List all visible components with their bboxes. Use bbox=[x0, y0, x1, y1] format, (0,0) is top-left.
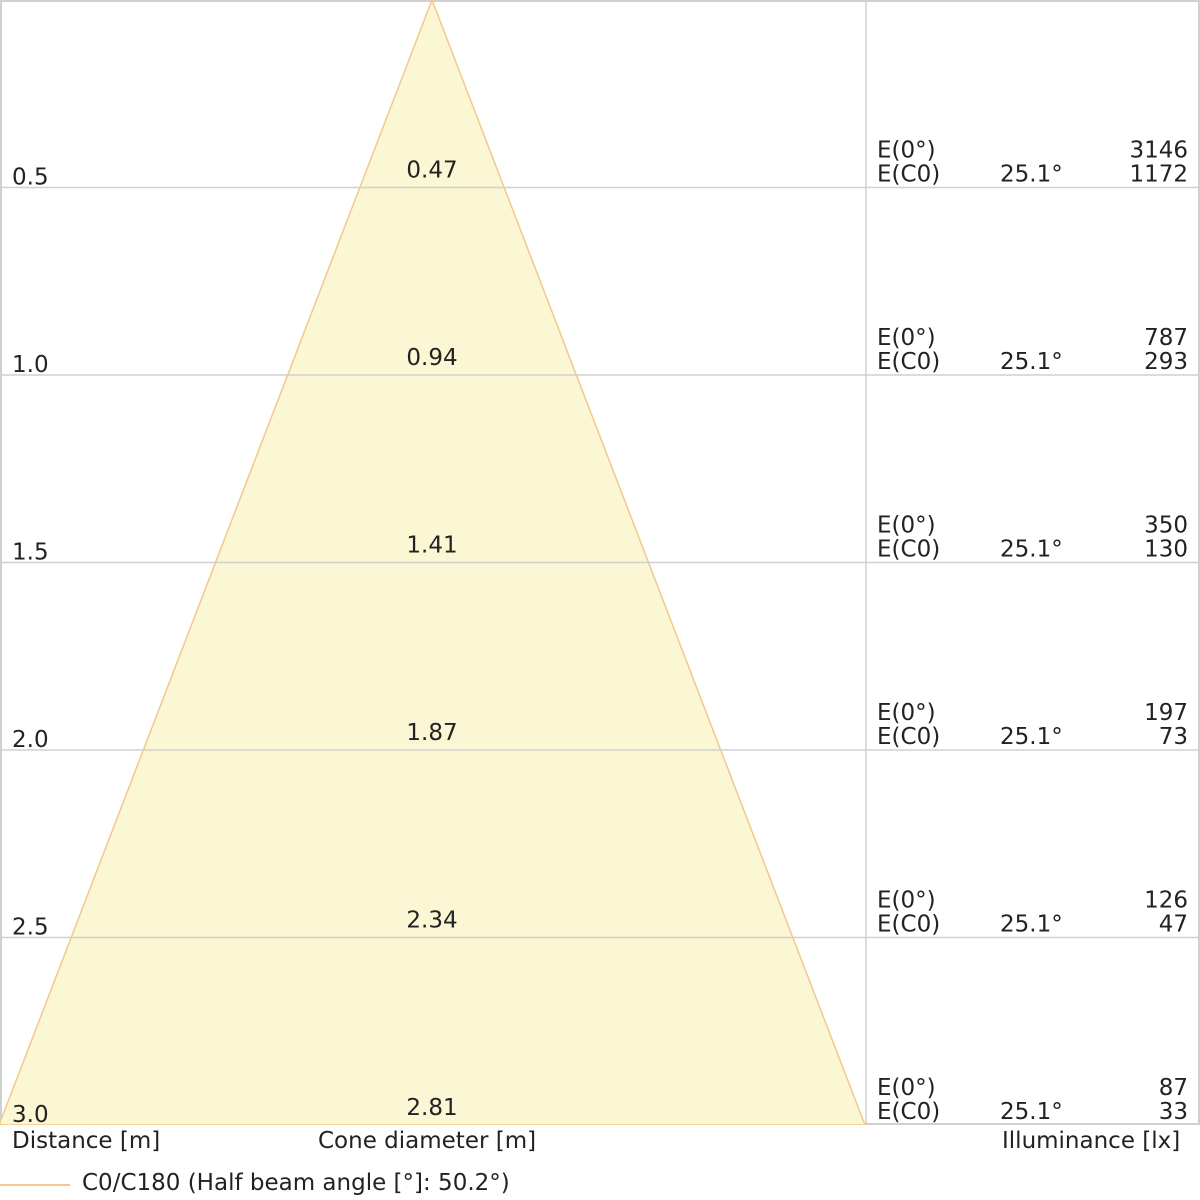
e0-value: 350 bbox=[1144, 513, 1188, 539]
e0-value: 3146 bbox=[1129, 138, 1188, 164]
ec0-value: 47 bbox=[1159, 912, 1188, 938]
ec0-label: E(C0) bbox=[877, 912, 940, 938]
ec0-value: 293 bbox=[1144, 349, 1188, 375]
cone-diameter-label: 1.87 bbox=[406, 720, 457, 746]
e0-label: E(0°) bbox=[877, 325, 936, 351]
beam-angle-label: 25.1° bbox=[1000, 162, 1063, 188]
ec0-label: E(C0) bbox=[877, 537, 940, 563]
distance-label: 0.5 bbox=[12, 165, 49, 191]
e0-label: E(0°) bbox=[877, 513, 936, 539]
ec0-value: 1172 bbox=[1129, 162, 1188, 188]
beam-angle-label: 25.1° bbox=[1000, 1099, 1063, 1125]
ec0-label: E(C0) bbox=[877, 1099, 940, 1125]
grid-lines bbox=[0, 186, 1200, 939]
ec0-value: 130 bbox=[1144, 537, 1188, 563]
e0-label: E(0°) bbox=[877, 138, 936, 164]
distance-label: 3.0 bbox=[12, 1102, 49, 1125]
distance-label: 2.5 bbox=[12, 915, 49, 941]
e0-value: 197 bbox=[1144, 700, 1188, 726]
ec0-label: E(C0) bbox=[877, 162, 940, 188]
distance-axis-label: Distance [m] bbox=[12, 1128, 161, 1154]
cone-diameter-label: 0.94 bbox=[406, 345, 457, 371]
e0-label: E(0°) bbox=[877, 700, 936, 726]
e0-value: 87 bbox=[1159, 1075, 1188, 1101]
cone-diameter-label: 2.81 bbox=[406, 1095, 457, 1121]
distance-label: 1.0 bbox=[12, 352, 49, 378]
cone-diameter-label: 0.47 bbox=[406, 158, 457, 184]
legend-line-swatch bbox=[0, 1184, 70, 1186]
beam-angle-label: 25.1° bbox=[1000, 537, 1063, 563]
beam-angle-label: 25.1° bbox=[1000, 912, 1063, 938]
e0-label: E(0°) bbox=[877, 888, 936, 914]
ec0-label: E(C0) bbox=[877, 724, 940, 750]
legend-label: C0/C180 (Half beam angle [°]: 50.2°) bbox=[82, 1170, 510, 1196]
distance-label: 1.5 bbox=[12, 540, 49, 566]
beam-angle-label: 25.1° bbox=[1000, 349, 1063, 375]
cone-diameter-axis-label: Cone diameter [m] bbox=[318, 1128, 537, 1154]
e0-value: 126 bbox=[1144, 888, 1188, 914]
e0-label: E(0°) bbox=[877, 1075, 936, 1101]
illuminance-axis-label: Illuminance [lx] bbox=[1002, 1128, 1181, 1154]
distance-label: 2.0 bbox=[12, 727, 49, 753]
cone-diameter-label: 2.34 bbox=[406, 908, 457, 934]
beam-angle-label: 25.1° bbox=[1000, 724, 1063, 750]
ec0-value: 73 bbox=[1159, 724, 1188, 750]
ec0-value: 33 bbox=[1159, 1099, 1188, 1125]
e0-value: 787 bbox=[1144, 325, 1188, 351]
cone-diameter-label: 1.41 bbox=[406, 533, 457, 559]
ec0-label: E(C0) bbox=[877, 349, 940, 375]
